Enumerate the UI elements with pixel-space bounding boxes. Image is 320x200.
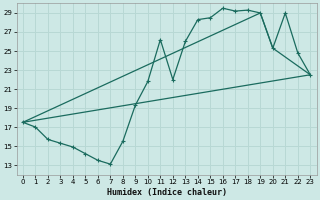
X-axis label: Humidex (Indice chaleur): Humidex (Indice chaleur)	[107, 188, 227, 197]
